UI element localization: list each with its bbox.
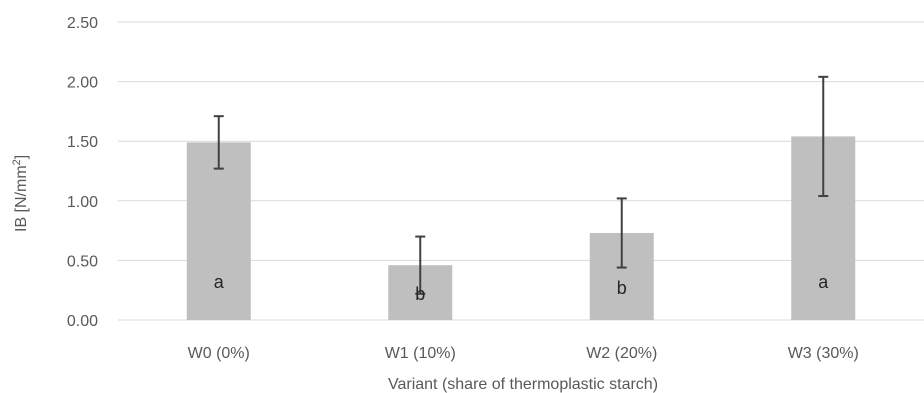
y-tick-label: 2.00 (67, 75, 98, 92)
bars (186, 136, 856, 320)
category-label: W3 (30%) (788, 345, 859, 362)
group-letter: b (617, 278, 627, 298)
group-letter: a (818, 272, 829, 292)
category-label: W0 (0%) (188, 345, 250, 362)
group-letter: a (214, 272, 225, 292)
y-axis-title: IB [N/mm2] (11, 155, 30, 232)
error-bars (213, 75, 829, 295)
group-letters: ab b a (214, 272, 830, 304)
y-tick-label: 0.00 (67, 313, 98, 330)
y-tick-labels: 0.00 0.50 1.00 1.50 2.00 2.50 (67, 15, 98, 330)
y-tick-label: 2.50 (67, 15, 98, 32)
category-labels: W0 (0%) W1 (10%) W2 (20%) W3 (30%) (188, 345, 859, 362)
gridlines (118, 21, 924, 321)
group-letter: b (415, 284, 425, 304)
y-tick-label: 0.50 (67, 253, 98, 270)
x-axis-title: Variant (share of thermoplastic starch) (388, 376, 658, 393)
y-tick-label: 1.00 (67, 194, 98, 211)
category-label: W2 (20%) (586, 345, 657, 362)
category-label: W1 (10%) (385, 345, 456, 362)
bar (186, 142, 251, 320)
y-tick-label: 1.50 (67, 134, 98, 151)
